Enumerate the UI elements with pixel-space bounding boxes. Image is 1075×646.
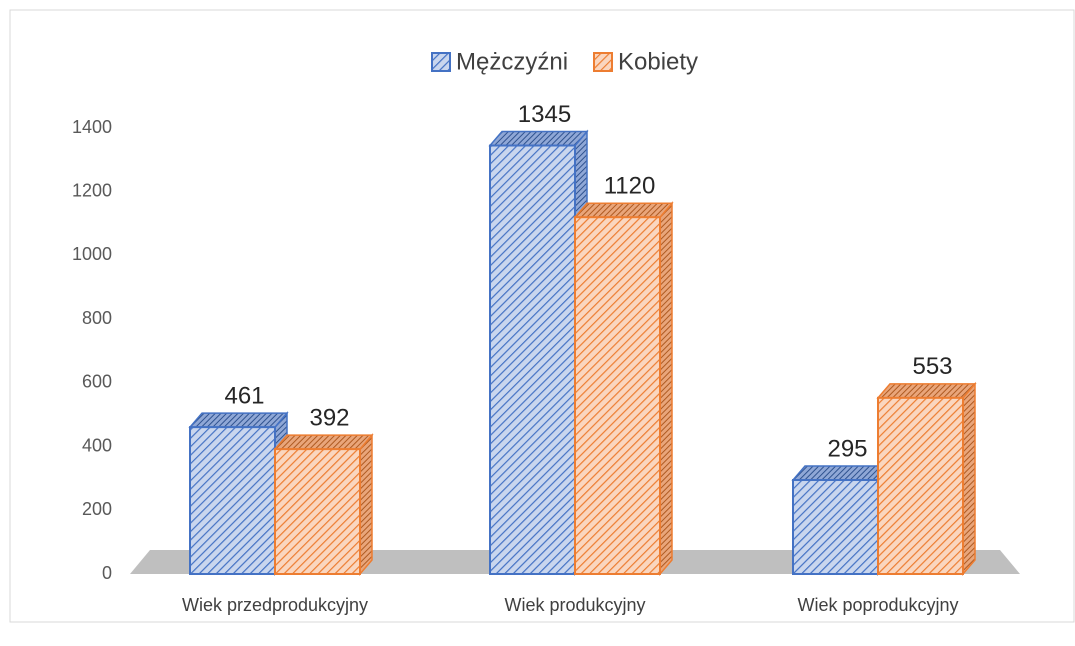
- y-tick-label: 1200: [72, 180, 112, 200]
- bar-top: [188, 412, 289, 428]
- legend-label: Mężczyźni: [456, 48, 568, 75]
- bar: [792, 479, 879, 575]
- y-tick-label: 1000: [72, 244, 112, 264]
- bar: [189, 426, 276, 576]
- data-label: 392: [309, 404, 349, 431]
- bar-side: [659, 201, 673, 577]
- bar-top: [488, 130, 589, 147]
- x-tick-label: Wiek przedprodukcyjny: [182, 595, 368, 615]
- data-label: 1120: [604, 173, 656, 200]
- y-tick-label: 600: [82, 372, 112, 392]
- bar-top: [273, 434, 374, 450]
- bar: [877, 396, 964, 575]
- bar: [274, 448, 361, 575]
- bar-top: [876, 383, 977, 399]
- data-label: 461: [224, 382, 264, 409]
- bar: [489, 144, 576, 575]
- bar-side: [359, 433, 373, 577]
- x-tick-label: Wiek poprodukcyjny: [797, 595, 958, 615]
- legend-label: Kobiety: [618, 48, 698, 75]
- data-label: 553: [912, 353, 952, 380]
- bar-top: [791, 465, 892, 481]
- x-tick-label: Wiek produkcyjny: [504, 595, 645, 615]
- y-tick-label: 200: [82, 499, 112, 519]
- bar: [574, 216, 661, 575]
- bar-side: [962, 381, 976, 577]
- data-label: 1345: [518, 101, 571, 128]
- y-tick-label: 1400: [72, 117, 112, 137]
- legend-swatch: [431, 52, 451, 72]
- legend-swatch: [593, 52, 613, 72]
- y-tick-label: 0: [102, 563, 112, 583]
- bar-top: [573, 202, 674, 218]
- y-tick-label: 800: [82, 308, 112, 328]
- y-tick-label: 400: [82, 435, 112, 455]
- data-label: 295: [827, 435, 867, 462]
